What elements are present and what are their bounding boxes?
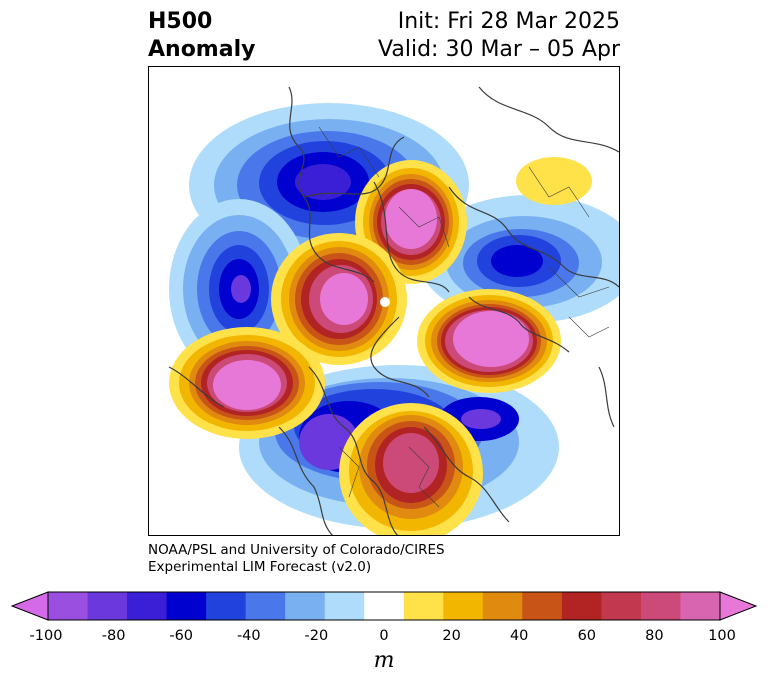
north-pole-marker	[380, 297, 390, 307]
colorbar-tick-label: -60	[169, 628, 194, 644]
colorbar-segment	[206, 592, 247, 620]
colorbar-segment	[601, 592, 642, 620]
high-anomaly-greenland	[355, 160, 467, 284]
colorbar-segment	[443, 592, 484, 620]
colorbar-tick-label: -40	[236, 628, 261, 644]
colorbar-tick-label: 100	[708, 628, 736, 644]
high-anomaly-europe	[417, 289, 561, 393]
colorbar-segment	[364, 592, 405, 620]
colorbar	[0, 588, 768, 628]
colorbar-segment	[680, 592, 721, 620]
colorbar-segment	[640, 592, 681, 620]
country-borders	[318, 126, 610, 508]
map-canvas	[168, 86, 619, 535]
coastlines	[168, 86, 619, 535]
colorbar-segment	[482, 592, 523, 620]
title-line-1: H500	[148, 9, 213, 34]
colorbar-tick-label: 20	[442, 628, 461, 644]
valid-range: Valid: 30 Mar – 05 Apr	[378, 37, 620, 62]
high-anomaly-siberia	[169, 327, 325, 439]
title-block-right: Init: Fri 28 Mar 2025 Valid: 30 Mar – 05…	[378, 8, 620, 64]
high-anomaly-east-asia	[339, 403, 483, 535]
low-anomaly-pacific	[169, 199, 309, 379]
colorbar-tick-label: 0	[379, 628, 389, 644]
credit-line-2: Experimental LIM Forecast (v2.0)	[148, 559, 372, 575]
colorbar-segment	[285, 592, 326, 620]
colorbar-tick-label: 80	[645, 628, 664, 644]
colorbar-tick-label: -100	[29, 628, 63, 644]
colorbar-segment	[522, 592, 563, 620]
colorbar-arrow-low	[10, 591, 49, 621]
colorbar-segment	[561, 592, 602, 620]
colorbar-segment	[403, 592, 444, 620]
colorbar-outline	[47, 591, 721, 621]
colorbar-segment	[127, 592, 168, 620]
colorbar-unit: m	[373, 648, 395, 673]
colorbar-tick-label: -80	[101, 628, 126, 644]
colorbar-svg	[10, 591, 758, 621]
colorbar-segment	[166, 592, 207, 620]
colorbar-arrow-high	[719, 591, 758, 621]
colorbar-segment	[87, 592, 128, 620]
title-line-2: Anomaly	[148, 37, 256, 62]
credit-line-1: NOAA/PSL and University of Colorado/CIRE…	[148, 542, 445, 558]
colorbar-tick-label: -20	[304, 628, 329, 644]
colorbar-segment	[48, 592, 89, 620]
colorbar-tick-label: 60	[577, 628, 597, 644]
colorbar-tick-label: 40	[509, 628, 529, 644]
colorbar-segment	[324, 592, 365, 620]
credit-block: NOAA/PSL and University of Colorado/CIRE…	[148, 542, 445, 576]
high-anomaly-arctic-ridge	[271, 233, 407, 365]
init-date: Init: Fri 28 Mar 2025	[397, 9, 620, 34]
title-block-left: H500 Anomaly	[148, 8, 255, 64]
colorbar-segment	[245, 592, 286, 620]
high-anomaly-northeast	[516, 157, 592, 205]
anomaly-map	[148, 66, 620, 536]
low-anomaly-scandinavia	[419, 195, 619, 323]
